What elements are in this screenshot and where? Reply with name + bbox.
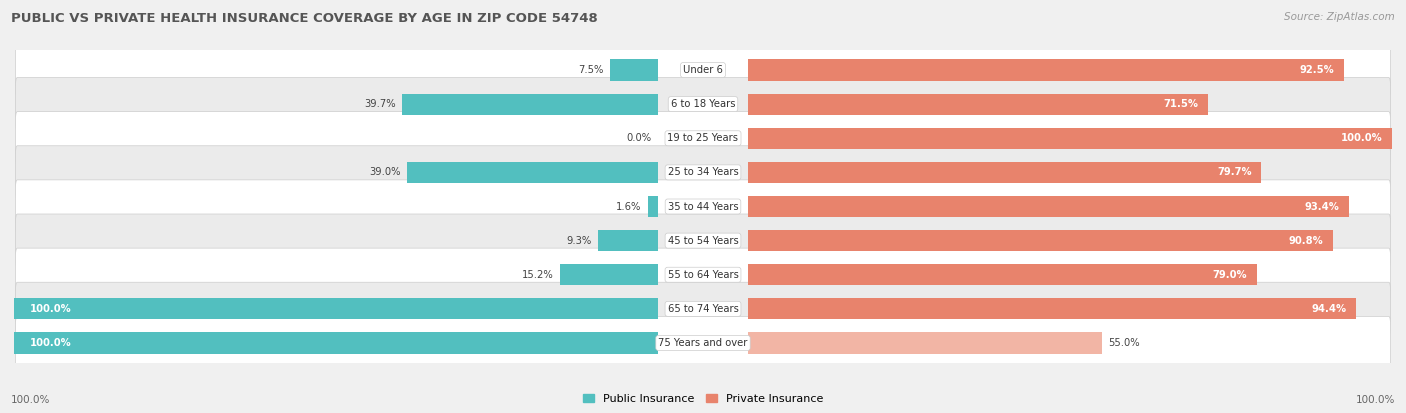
Text: 9.3%: 9.3% [567,236,592,246]
Text: PUBLIC VS PRIVATE HEALTH INSURANCE COVERAGE BY AGE IN ZIP CODE 54748: PUBLIC VS PRIVATE HEALTH INSURANCE COVER… [11,12,598,25]
Bar [748,298,1355,319]
Bar [14,298,658,319]
Bar [748,196,1350,217]
Bar [748,264,1257,285]
Bar [748,94,1208,115]
FancyBboxPatch shape [15,180,1391,233]
FancyBboxPatch shape [15,214,1391,267]
Text: 93.4%: 93.4% [1305,202,1340,211]
Bar [748,162,1261,183]
FancyBboxPatch shape [15,316,1391,370]
Text: 90.8%: 90.8% [1288,236,1323,246]
Text: 71.5%: 71.5% [1164,99,1199,109]
Text: 1.6%: 1.6% [616,202,641,211]
Text: 6 to 18 Years: 6 to 18 Years [671,99,735,109]
Bar [748,59,1344,81]
Text: 39.7%: 39.7% [364,99,396,109]
Bar [748,230,1333,251]
Text: 100.0%: 100.0% [11,395,51,405]
Bar [14,332,658,354]
Text: 100.0%: 100.0% [30,304,72,314]
Text: 15.2%: 15.2% [522,270,554,280]
Text: 100.0%: 100.0% [1340,133,1382,143]
Text: 92.5%: 92.5% [1299,65,1334,75]
Bar [406,162,658,183]
Text: 0.0%: 0.0% [626,133,651,143]
Bar [648,196,658,217]
Text: 79.0%: 79.0% [1212,270,1247,280]
Text: 75 Years and over: 75 Years and over [658,338,748,348]
Bar [610,59,658,81]
Text: 79.7%: 79.7% [1218,167,1251,177]
Text: Under 6: Under 6 [683,65,723,75]
FancyBboxPatch shape [15,146,1391,199]
Text: Source: ZipAtlas.com: Source: ZipAtlas.com [1284,12,1395,22]
FancyBboxPatch shape [15,78,1391,131]
Bar [560,264,658,285]
Legend: Public Insurance, Private Insurance: Public Insurance, Private Insurance [579,389,827,408]
Bar [748,128,1392,149]
Text: 7.5%: 7.5% [578,65,603,75]
Text: 55 to 64 Years: 55 to 64 Years [668,270,738,280]
FancyBboxPatch shape [15,282,1391,335]
Text: 100.0%: 100.0% [1355,395,1395,405]
Text: 100.0%: 100.0% [30,338,72,348]
Bar [748,332,1102,354]
Bar [402,94,658,115]
FancyBboxPatch shape [15,43,1391,97]
Text: 45 to 54 Years: 45 to 54 Years [668,236,738,246]
Bar [598,230,658,251]
Text: 25 to 34 Years: 25 to 34 Years [668,167,738,177]
Text: 55.0%: 55.0% [1109,338,1140,348]
Text: 65 to 74 Years: 65 to 74 Years [668,304,738,314]
Text: 94.4%: 94.4% [1312,304,1346,314]
FancyBboxPatch shape [15,248,1391,301]
FancyBboxPatch shape [15,112,1391,165]
Text: 35 to 44 Years: 35 to 44 Years [668,202,738,211]
Text: 19 to 25 Years: 19 to 25 Years [668,133,738,143]
Text: 39.0%: 39.0% [368,167,401,177]
